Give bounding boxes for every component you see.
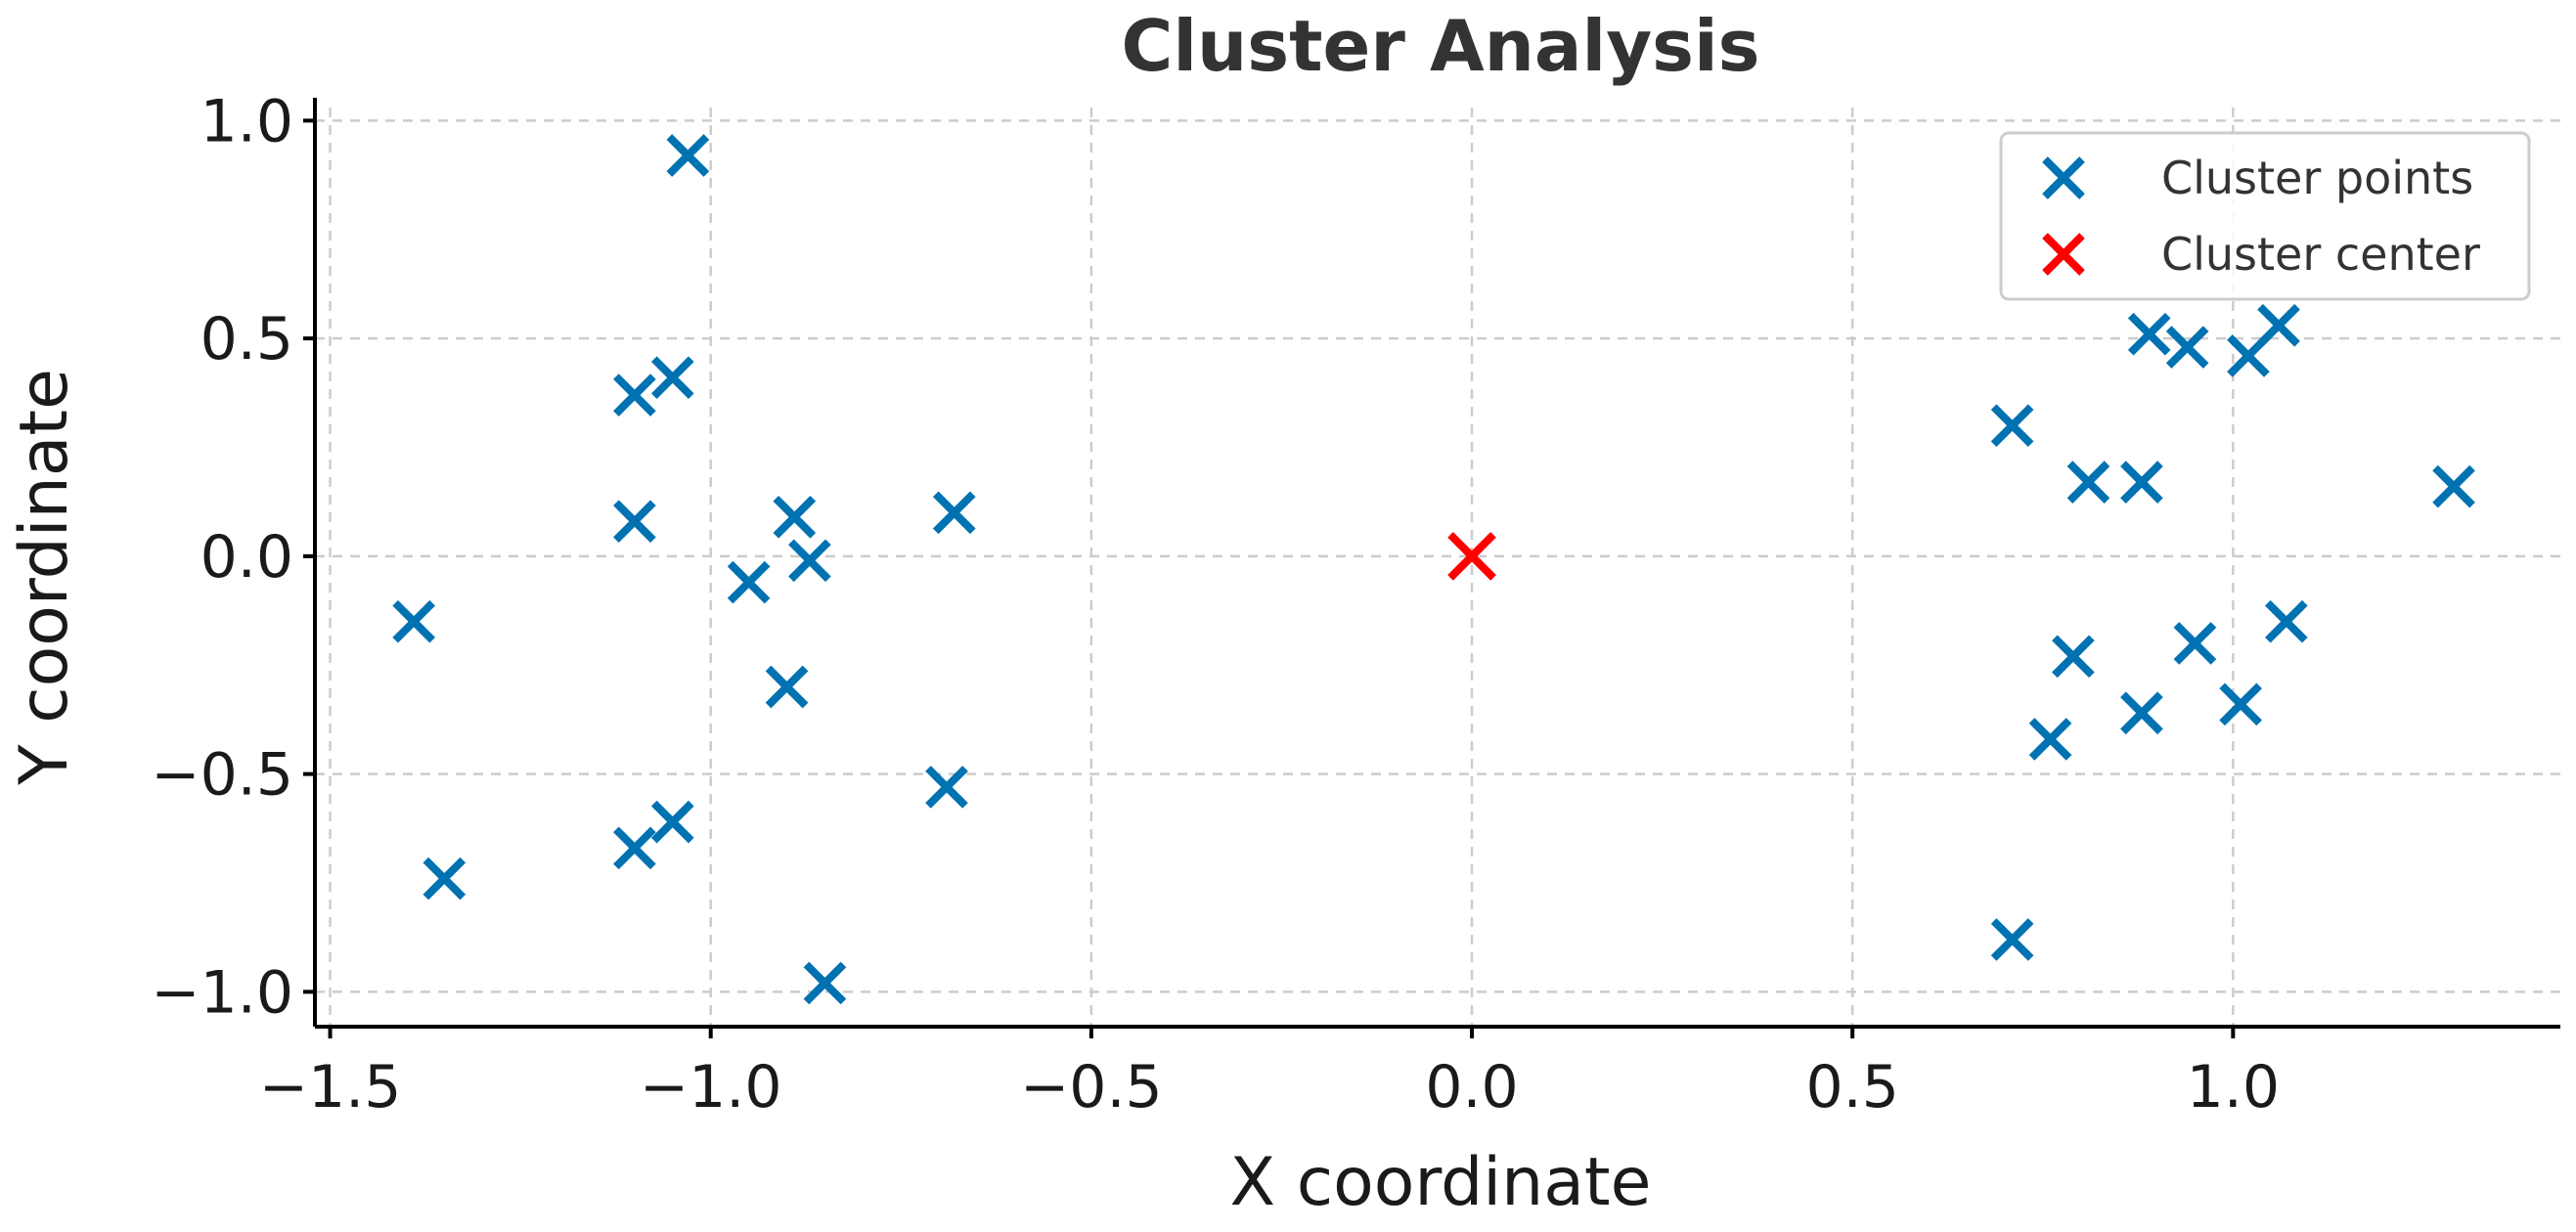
marker-stroke xyxy=(392,599,436,643)
cluster-point-marker xyxy=(727,560,771,604)
marker-stroke xyxy=(613,826,656,870)
marker-stroke xyxy=(422,857,466,901)
legend: Cluster points Cluster center xyxy=(1999,131,2531,301)
marker-stroke xyxy=(1990,918,2034,961)
marker-stroke xyxy=(2066,461,2110,504)
cluster-point-marker xyxy=(788,539,831,583)
marker-stroke xyxy=(2120,691,2163,735)
marker-stroke xyxy=(803,961,847,1005)
marker-stroke xyxy=(2219,682,2262,726)
data-points xyxy=(392,134,2475,1005)
cluster-point-marker xyxy=(2127,312,2171,356)
marker-stroke xyxy=(2264,599,2308,643)
marker-stroke xyxy=(2042,233,2085,276)
cluster-point-marker xyxy=(765,665,809,709)
marker-stroke xyxy=(788,539,831,583)
marker-stroke xyxy=(2028,718,2072,761)
cluster-point-marker xyxy=(2165,326,2209,369)
cluster-point-marker xyxy=(1990,404,2034,448)
cluster-point-marker xyxy=(650,356,694,400)
cluster-point-marker xyxy=(932,491,976,535)
y-tick-label: −1.0 xyxy=(151,958,293,1027)
y-axis-label: Y coordinate xyxy=(6,369,83,786)
cluster-point-marker xyxy=(2219,682,2262,726)
cluster-point-marker xyxy=(803,961,847,1005)
x-tick-label: 0.0 xyxy=(1425,1053,1518,1122)
legend-marker xyxy=(2042,233,2085,276)
y-tick-label: 1.0 xyxy=(200,87,293,155)
cluster-point-marker xyxy=(773,495,817,539)
marker-stroke xyxy=(2120,461,2163,504)
cluster-point-marker xyxy=(392,599,436,643)
chart-title: Cluster Analysis xyxy=(1121,5,1759,87)
cluster-point-marker xyxy=(925,766,968,809)
cluster-point-marker xyxy=(2257,303,2300,347)
x-tick-label: −0.5 xyxy=(1020,1053,1163,1122)
cluster-point-marker xyxy=(2028,718,2072,761)
x-tick-label: 0.5 xyxy=(1805,1053,1898,1122)
ticks: −1.5 −1.0 −0.5 0.0 0.5 1.0 1.0 0.5 0.0 −0.5 −1.0 xyxy=(151,87,2280,1122)
cluster-point-marker xyxy=(2173,622,2217,665)
cluster-point-marker xyxy=(613,374,656,417)
marker-stroke xyxy=(765,665,809,709)
legend-marker xyxy=(2042,156,2085,199)
x-tick-label: −1.5 xyxy=(259,1053,402,1122)
marker-stroke xyxy=(613,500,656,544)
x-axis-label: X coordinate xyxy=(1230,1144,1652,1221)
cluster-point-marker xyxy=(613,826,656,870)
marker-stroke xyxy=(666,134,710,177)
cluster-point-marker xyxy=(1990,918,2034,961)
cluster-point-marker xyxy=(2120,461,2163,504)
marker-stroke xyxy=(2432,464,2475,508)
y-tick-label: 0.0 xyxy=(200,523,293,592)
marker-stroke xyxy=(2165,326,2209,369)
marker-stroke xyxy=(1990,404,2034,448)
cluster-point-marker xyxy=(2052,635,2095,679)
cluster-point-marker xyxy=(2432,464,2475,508)
marker-stroke xyxy=(650,356,694,400)
y-tick-label: 0.5 xyxy=(200,305,293,374)
marker-stroke xyxy=(2052,635,2095,679)
cluster-point-marker xyxy=(2120,691,2163,735)
marker-stroke xyxy=(2042,156,2085,199)
cluster-point-marker xyxy=(422,857,466,901)
legend-label: Cluster center xyxy=(2161,228,2480,281)
y-tick-label: −0.5 xyxy=(151,741,293,810)
marker-stroke xyxy=(2127,312,2171,356)
x-tick-label: 1.0 xyxy=(2187,1053,2280,1122)
cluster-point-marker xyxy=(613,500,656,544)
marker-stroke xyxy=(650,800,694,844)
grid xyxy=(315,108,2560,1027)
cluster-point-marker xyxy=(2264,599,2308,643)
cluster-center-marker xyxy=(1447,532,1496,581)
marker-stroke xyxy=(2257,303,2300,347)
axes xyxy=(313,98,2560,1029)
legend-box xyxy=(1999,131,2531,301)
cluster-point-marker xyxy=(2066,461,2110,504)
cluster-point-marker xyxy=(650,800,694,844)
marker-stroke xyxy=(2173,622,2217,665)
marker-stroke xyxy=(727,560,771,604)
cluster-point-marker xyxy=(666,134,710,177)
marker-stroke xyxy=(925,766,968,809)
marker-stroke xyxy=(613,374,656,417)
marker-stroke xyxy=(773,495,817,539)
marker-stroke xyxy=(932,491,976,535)
marker-stroke xyxy=(1447,532,1496,581)
legend-label: Cluster points xyxy=(2161,152,2473,204)
x-tick-label: −1.0 xyxy=(640,1053,782,1122)
